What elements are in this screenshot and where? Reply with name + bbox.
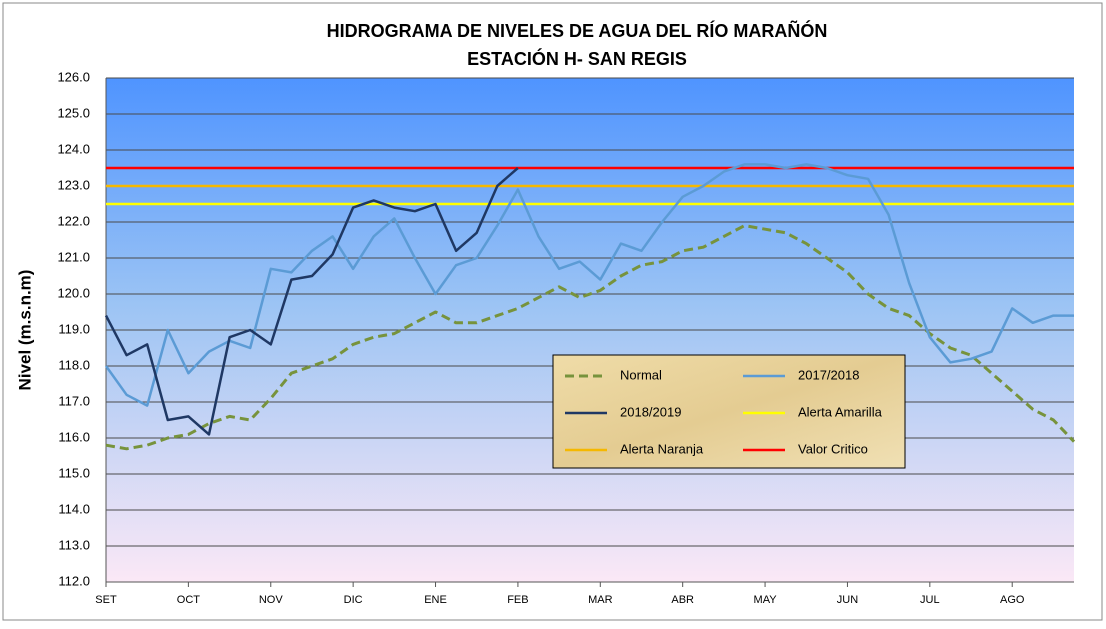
x-tick-label: MAY: [754, 594, 778, 606]
legend-label: Valor Critico: [798, 441, 868, 456]
x-tick-label: ABR: [671, 594, 694, 606]
legend-box: [552, 354, 906, 469]
y-tick-label: 124.0: [57, 141, 90, 156]
y-tick-label: 120.0: [57, 285, 90, 300]
y-tick-label: 115.0: [58, 465, 90, 480]
chart-subtitle: ESTACIÓN H- SAN REGIS: [467, 48, 687, 69]
y-axis-label: Nivel (m.s.n.m): [15, 270, 34, 391]
y-tick-label: 123.0: [57, 177, 90, 192]
legend-label: Alerta Amarilla: [798, 404, 883, 419]
y-tick-label: 114.0: [58, 501, 90, 516]
series-line: [104, 163, 1074, 407]
x-tick-label: ENE: [424, 594, 447, 606]
x-tick-label: JUL: [920, 594, 940, 606]
legend-label: 2017/2018: [798, 367, 859, 382]
legend-label: 2018/2019: [620, 404, 681, 419]
y-tick-label: 119.0: [58, 321, 90, 336]
x-tick-label: NOV: [259, 594, 284, 606]
legend-label: Normal: [620, 367, 662, 382]
y-tick-label: 117.0: [58, 393, 90, 408]
x-tick-label: AGO: [1000, 594, 1025, 606]
x-tick-label: MAR: [588, 594, 613, 606]
series-line: [104, 167, 519, 436]
x-tick-label: SET: [95, 594, 117, 606]
y-tick-label: 126.0: [57, 69, 90, 84]
x-tick-label: FEB: [507, 594, 528, 606]
x-tick-label: JUN: [837, 594, 858, 606]
y-tick-label: 113.0: [58, 537, 90, 552]
x-tick-label: DIC: [344, 594, 363, 606]
y-tick-label: 121.0: [57, 249, 90, 264]
y-tick-label: 122.0: [57, 213, 90, 228]
y-tick-label: 125.0: [57, 105, 90, 120]
x-tick-label: OCT: [177, 594, 201, 606]
chart-title: HIDROGRAMA DE NIVELES DE AGUA DEL RÍO MA…: [327, 20, 828, 41]
y-tick-label: 112.0: [58, 573, 90, 588]
series-line: [105, 224, 1076, 451]
legend-label: Alerta Naranja: [620, 441, 704, 456]
y-tick-label: 118.0: [58, 357, 90, 372]
y-tick-label: 116.0: [58, 429, 90, 444]
